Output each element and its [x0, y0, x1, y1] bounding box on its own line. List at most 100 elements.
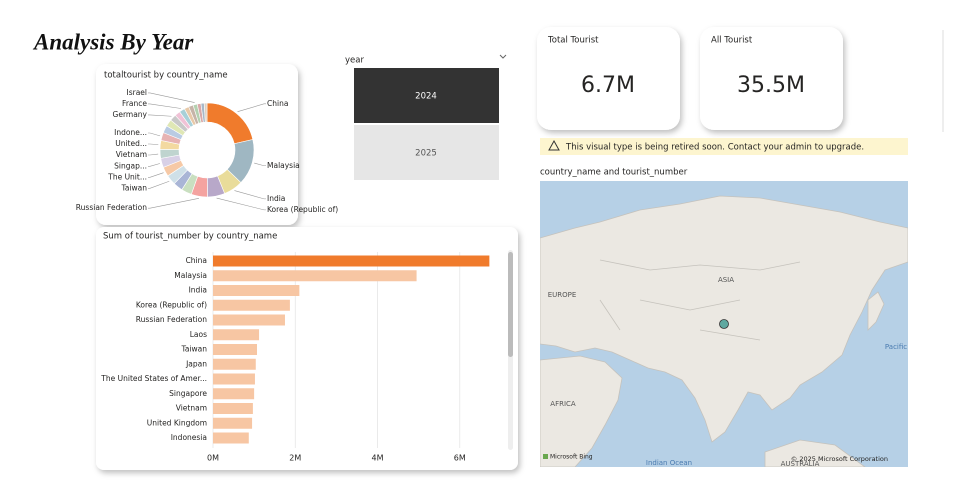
bar[interactable] [213, 358, 256, 370]
bar[interactable] [213, 285, 300, 296]
warning-icon [548, 139, 560, 151]
slicer[interactable]: 2024 2025 [354, 68, 499, 180]
donut-leader [237, 103, 266, 112]
map-attribution: © 2025 Microsoft Corporation [791, 455, 888, 463]
x-tick-label: 2M [289, 454, 301, 463]
bar[interactable] [213, 314, 285, 326]
map-logo: Microsoft Bing [550, 454, 593, 461]
donut-leader [148, 103, 181, 109]
donut-leader [254, 162, 266, 167]
map-label: AFRICA [550, 400, 576, 408]
y-tick-label: The United States of Amer... [100, 374, 207, 383]
donut-label: Russian Federation [76, 203, 147, 212]
donut-leader [216, 197, 266, 211]
bar[interactable] [213, 299, 290, 311]
map-bubble[interactable] [719, 319, 729, 329]
donut-leader [234, 190, 266, 200]
donut-card [96, 64, 298, 225]
donut-label: Israel [127, 88, 148, 97]
donut-slice[interactable] [203, 102, 208, 123]
donut-leader [148, 172, 164, 178]
y-tick-label: Malaysia [174, 271, 207, 280]
donut-leader [148, 92, 195, 103]
donut-leader [148, 132, 161, 137]
map-labels: EUROPE ASIA AFRICA Indian Ocean AUSTRALIA Pac… [548, 276, 908, 468]
kpi-value: 6.7M [581, 73, 635, 98]
y-tick-label: Indonesia [171, 433, 207, 442]
kpi-label: All Tourist [711, 36, 753, 46]
donut-label: Germany [113, 110, 148, 119]
donut-label: India [267, 194, 285, 203]
donut-title: totaltourist by country_name [104, 71, 228, 81]
y-tick-label: India [189, 286, 207, 295]
bing-logo [543, 454, 548, 459]
x-tick-label: 0M [207, 454, 219, 463]
donut-label: The Unit... [107, 172, 147, 181]
x-tick-label: 6M [454, 454, 466, 463]
slicer-title: year [345, 56, 364, 66]
donut-chart: China Malaysia India Korea (Republic of) Isr… [76, 88, 338, 214]
donut-label: China [267, 99, 288, 108]
kpi-label: Total Tourist [547, 36, 599, 46]
bar[interactable] [213, 255, 490, 267]
map-title: country_name and tourist_number [540, 168, 688, 178]
map-label: Pacific [885, 343, 907, 351]
land-africa [540, 355, 623, 467]
donut-leader [148, 143, 159, 145]
scroll-thumb[interactable] [508, 252, 513, 357]
slicer-item[interactable] [354, 68, 499, 123]
map [540, 181, 908, 467]
y-tick-label: Taiwan [180, 345, 207, 354]
y-tick-label: Laos [190, 330, 207, 339]
land-japan [867, 291, 885, 331]
bar[interactable] [213, 373, 255, 385]
borders [599, 259, 801, 341]
y-tick-label: Japan [185, 359, 207, 368]
kpi-card [537, 27, 680, 130]
bar[interactable] [213, 329, 260, 341]
donut-label: Malaysia [267, 161, 300, 170]
map-label: ASIA [718, 276, 734, 284]
slicer-item-label: 2025 [415, 149, 437, 159]
map-label: AUSTRALIA [781, 460, 820, 468]
donut-label: Singap... [114, 161, 147, 170]
bar[interactable] [213, 403, 253, 414]
cards: Total Tourist 6.7M All Tourist 35.5M [537, 27, 843, 130]
bar[interactable] [213, 344, 258, 355]
bar[interactable] [213, 417, 253, 429]
page-title: Analysis By Year [32, 29, 194, 54]
y-tick-label: Singapore [169, 389, 207, 398]
slicer-item[interactable] [354, 125, 499, 180]
warning-bar [540, 138, 908, 155]
donut-leader [148, 180, 170, 189]
donut-label: Taiwan [120, 183, 147, 192]
bar[interactable] [213, 432, 249, 444]
kpi-card [700, 27, 843, 130]
donut-leader [148, 198, 200, 209]
warning-text: This visual type is being retired soon. … [565, 143, 864, 153]
bar-title: Sum of tourist_number by country_name [103, 232, 277, 242]
donut-label: United... [115, 139, 147, 148]
map-label: Indian Ocean [646, 459, 692, 467]
map-label: EUROPE [548, 291, 577, 299]
donut-leader [148, 114, 172, 117]
y-tick-label: Korea (Republic of) [136, 300, 207, 309]
y-tick-label: China [186, 256, 207, 265]
donut-label: Korea (Republic of) [267, 205, 338, 214]
bar[interactable] [213, 270, 417, 282]
bar-card [96, 227, 518, 470]
donut-label: Indone... [114, 128, 147, 137]
land-eurasia [540, 195, 908, 443]
donut-label: France [122, 99, 147, 108]
bar-chart: 0M 2M 4M 6M China Malaysia India Korea (Republi… [100, 252, 490, 463]
y-tick-label: Vietnam [176, 404, 207, 413]
bar[interactable] [213, 388, 255, 400]
slicer-chevron[interactable] [499, 54, 507, 59]
kpi-value: 35.5M [737, 73, 805, 98]
y-tick-label: United Kingdom [147, 418, 207, 427]
donut-leader [148, 153, 159, 156]
x-tick-label: 4M [372, 454, 384, 463]
donut-leader [148, 163, 160, 167]
y-tick-label: Russian Federation [136, 315, 207, 324]
land-australia [764, 439, 866, 467]
